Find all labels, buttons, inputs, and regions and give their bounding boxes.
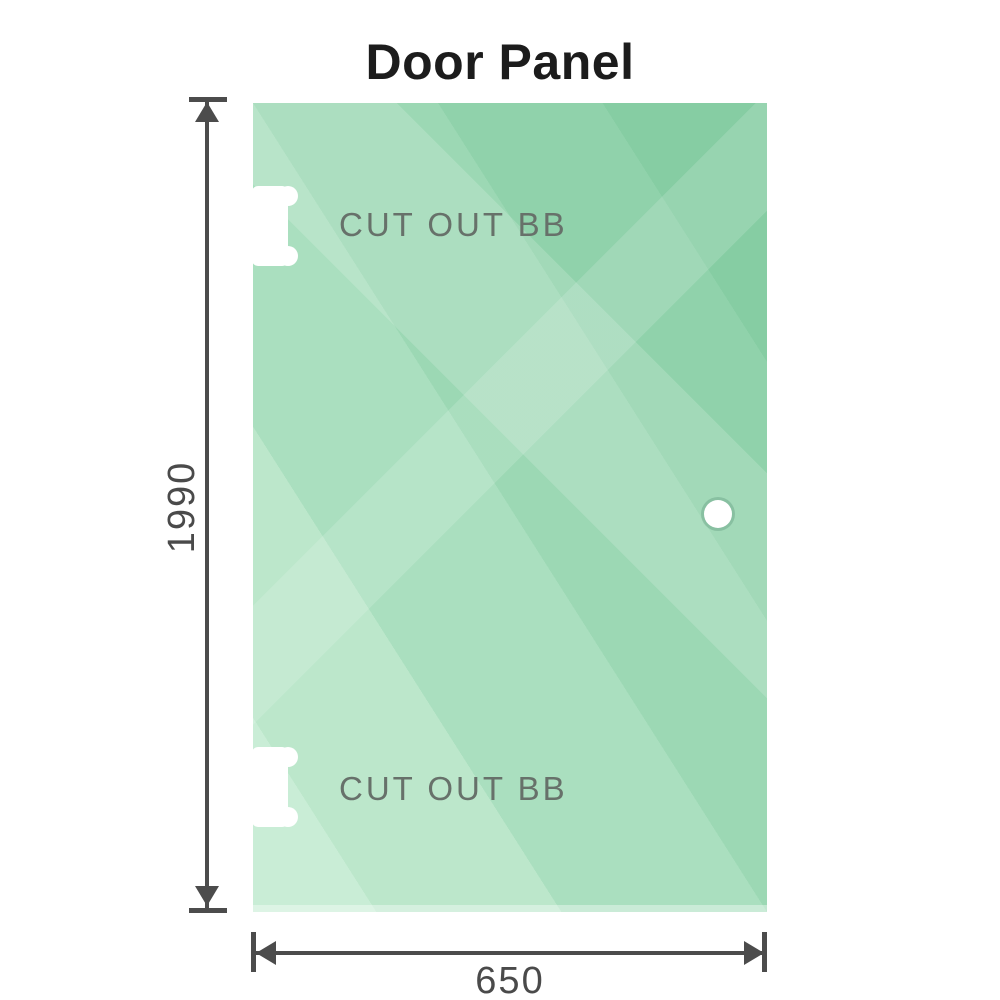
height-dimension-cap-top [189,97,227,102]
arrow-left-icon [256,941,276,965]
height-dimension-value: 1990 [161,460,203,554]
width-dimension-tick-left [251,932,256,972]
width-dimension-tick-right [762,932,767,972]
width-dimension-value: 650 [475,960,545,1000]
handle-hole [704,500,732,528]
hinge-cutout-icon [252,186,298,266]
arrow-down-icon [195,886,219,906]
hinge-cutout-icon [252,747,298,827]
width-dimension-line [255,951,765,955]
arrow-up-icon [195,102,219,122]
cutout-label-bottom: CUT OUT BB [339,770,568,807]
page-title: Door Panel [365,34,635,90]
hinge-cutout-top [252,182,300,270]
hinge-cutout-bottom [252,743,300,831]
cutout-label-top: CUT OUT BB [339,206,568,243]
height-dimension-line [205,100,209,910]
glass-panel: CUT OUT BB CUT OUT BB [252,103,767,912]
height-dimension-cap-bottom [189,908,227,913]
arrow-right-icon [744,941,764,965]
